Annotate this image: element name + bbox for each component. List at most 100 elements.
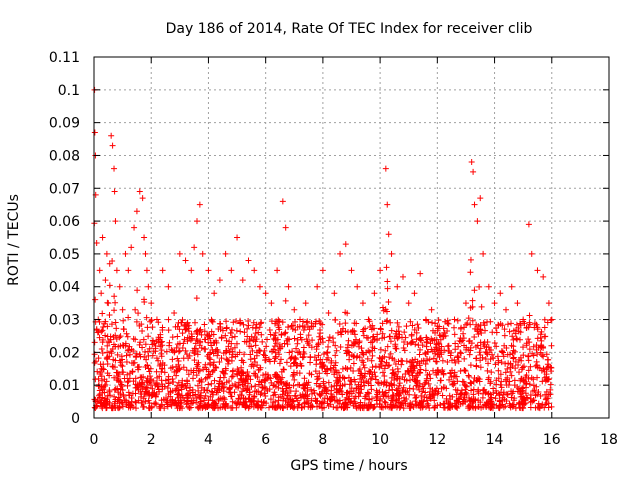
data-point-peak [222,250,229,257]
data-point [314,403,321,410]
data-point [312,398,319,405]
data-point [528,374,535,381]
data-point [446,376,453,383]
data-point [134,287,141,294]
data-point [390,401,397,408]
data-point [434,369,441,376]
data-point [220,388,227,395]
data-point [317,392,324,399]
data-point [212,400,219,407]
data-point [155,319,162,326]
data-point [368,386,375,393]
data-point [400,405,407,412]
data-point [250,394,257,401]
data-point [283,380,290,387]
data-point [168,402,175,409]
data-point [477,345,484,352]
data-point [473,355,480,362]
data-point [309,337,316,344]
data-point [366,371,373,378]
data-point-peak [385,231,392,238]
data-point [387,319,394,326]
data-point-peak [508,283,515,290]
data-point [193,361,200,368]
data-point [383,359,390,366]
data-point [227,329,234,336]
data-point [222,332,229,339]
data-point [510,403,517,410]
data-point [111,393,118,400]
data-point [283,395,290,402]
data-point [324,349,331,356]
data-point [229,334,236,341]
data-point [477,357,484,364]
data-point [97,370,104,377]
data-point [357,376,364,383]
data-point [439,367,446,374]
data-point [383,318,390,325]
data-point [325,379,332,386]
data-point [422,367,429,374]
data-point [504,351,511,358]
data-point [548,364,555,371]
data-point [207,356,214,363]
data-point [504,374,511,381]
data-point-peak [534,267,541,274]
data-point [245,405,252,412]
data-point [244,325,251,332]
data-point [210,391,217,398]
data-point [204,374,211,381]
data-point [404,367,411,374]
data-point [389,366,396,373]
data-point [430,355,437,362]
data-point [361,373,368,380]
data-point [116,404,123,411]
data-point [190,369,197,376]
data-point [214,346,221,353]
data-point [350,338,357,345]
data-point-peak [116,283,123,290]
data-point [289,373,296,380]
x-axis-label: GPS time / hours [290,458,407,474]
data-point [461,398,468,405]
data-point [153,355,160,362]
data-point [291,335,298,342]
data-point [179,344,186,351]
data-point [489,329,496,336]
data-point [139,327,146,334]
data-point [383,308,390,315]
data-point [242,378,249,385]
data-point [124,371,131,378]
data-point [327,397,334,404]
data-point [422,350,429,357]
data-point [279,391,286,398]
data-point [196,327,203,334]
data-point [408,339,415,346]
data-point [339,374,346,381]
data-point [411,326,418,333]
data-point [128,394,135,401]
data-point-peak [470,168,477,175]
data-point [471,287,478,294]
data-point [286,384,293,391]
data-point [463,344,470,351]
data-point [238,364,245,371]
data-point [526,321,533,328]
data-point-peak [440,332,447,339]
data-point [313,380,320,387]
data-point [403,396,410,403]
data-point [419,342,426,349]
data-point [293,356,299,363]
data-point [291,359,298,366]
data-point [362,370,369,377]
data-point [219,368,226,375]
data-point [235,396,242,403]
data-point [545,391,552,398]
data-point [185,371,192,378]
data-point [525,357,532,364]
data-point [110,341,117,348]
data-point [275,347,282,354]
data-point [476,283,483,290]
data-point-peak [91,129,98,136]
data-point [444,317,451,324]
